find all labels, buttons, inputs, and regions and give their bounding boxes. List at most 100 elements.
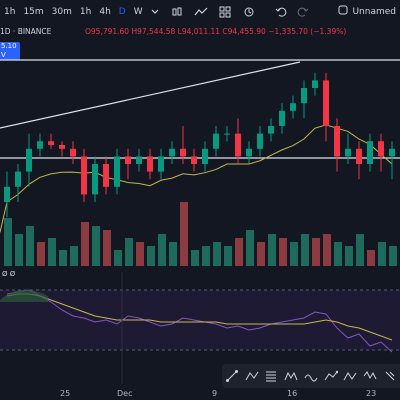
tf-1h-b[interactable]: 1h	[79, 7, 92, 17]
candle-body	[158, 156, 164, 172]
ohlc-high: H97,544.58	[131, 27, 176, 36]
ohlc-low: L94,011.11	[177, 27, 221, 36]
rsi-line	[6, 289, 393, 353]
volume-bar	[15, 234, 23, 266]
x-axis-label: 16	[287, 389, 298, 398]
volume-bar	[257, 242, 265, 266]
price-scale-badge: 5.10 V	[0, 42, 20, 60]
candle-body	[312, 80, 318, 88]
candle-body	[389, 148, 395, 157]
ohlc-close: C94,455.90	[222, 27, 266, 36]
candle-body	[114, 156, 120, 187]
tf-1h[interactable]: 1h	[4, 7, 16, 17]
candle-body	[202, 148, 208, 164]
x-axis-label: Dec	[117, 389, 133, 398]
tf-d[interactable]: D	[118, 7, 126, 17]
candle-body	[191, 156, 197, 164]
candle-body	[15, 171, 21, 187]
x-axis-label: 9	[212, 389, 218, 398]
volume-bar	[323, 234, 331, 266]
measure-tool-icon[interactable]	[381, 367, 399, 385]
volume-bar	[125, 238, 133, 266]
volume-bar	[345, 246, 353, 266]
volume-bar	[389, 246, 397, 266]
indicators-icon[interactable]	[193, 4, 209, 20]
volume-bar	[59, 250, 67, 266]
price-badge-suffix: V	[1, 51, 6, 59]
layouts-icon[interactable]	[217, 4, 233, 20]
symbol-label: 1D · BINANCE	[0, 27, 52, 36]
top-toolbar: 1h 15m 30m 1h 4h D W Unnamed	[0, 0, 400, 24]
candle-body	[4, 186, 10, 202]
candles-icon[interactable]	[169, 4, 185, 20]
volume-bar	[180, 202, 188, 266]
candle-body	[301, 88, 307, 104]
volume-bar	[81, 222, 89, 266]
rsi-fill	[0, 289, 48, 302]
candle-body	[92, 164, 98, 195]
candle-body	[70, 148, 76, 157]
volume-bar	[213, 242, 221, 266]
alert-icon[interactable]	[241, 4, 257, 20]
elliott-tool-icon[interactable]	[361, 367, 379, 385]
candle-body	[59, 145, 65, 149]
candle-body	[169, 148, 175, 157]
fib-tool-icon[interactable]	[262, 367, 280, 385]
tf-30m[interactable]: 30m	[51, 7, 72, 17]
volume-bar	[136, 242, 144, 266]
wave-tool-icon[interactable]	[302, 367, 320, 385]
volume-bar	[268, 234, 276, 266]
candle-body	[180, 148, 186, 157]
undo-icon[interactable]	[273, 4, 289, 20]
candle-body	[136, 156, 142, 164]
tf-4h[interactable]: 4h	[99, 7, 111, 17]
candle-body	[334, 126, 340, 157]
candle-body	[213, 133, 219, 149]
projection-tool-icon[interactable]	[322, 367, 340, 385]
layout-name-box[interactable]: Unnamed	[338, 5, 396, 18]
candle-body	[279, 110, 285, 126]
volume-bar	[334, 242, 342, 266]
candle-body	[48, 141, 54, 145]
volume-bar	[114, 250, 122, 266]
tf-w[interactable]: W	[133, 7, 143, 17]
layout-name: Unnamed	[352, 6, 396, 17]
candle-body	[268, 126, 274, 134]
drawing-toolbar	[222, 364, 400, 388]
ohlc-open: O95,791.60	[85, 27, 130, 36]
candle-body	[125, 156, 131, 164]
candle-body	[290, 103, 296, 111]
candle-body	[147, 156, 153, 172]
candle-body	[81, 156, 87, 195]
candle-body	[246, 148, 252, 157]
trend-line	[0, 61, 301, 129]
x-axis-label: 23	[366, 389, 377, 398]
path-tool-icon[interactable]	[243, 367, 261, 385]
candle-body	[37, 141, 43, 149]
volume-bar	[378, 242, 386, 266]
pattern-tool-icon[interactable]	[282, 367, 300, 385]
candlestick-chart[interactable]	[0, 40, 400, 240]
volume-bar	[103, 230, 111, 266]
volume-bar	[301, 234, 309, 266]
volume-bar	[169, 242, 177, 266]
volume-bar	[312, 238, 320, 266]
signal-line	[6, 293, 393, 341]
candle-body	[257, 133, 263, 149]
ohlc-change: −1,335.70 (−1.39%)	[268, 27, 347, 36]
price-badge-value: 5.10	[1, 42, 17, 50]
rsi-band	[0, 290, 400, 350]
volume-bar	[158, 234, 166, 266]
ohlc-legend: 1D · BINANCE	[0, 27, 51, 36]
indicator-pane[interactable]	[0, 272, 400, 384]
chevron-down-icon[interactable]	[147, 4, 163, 20]
tf-15m[interactable]: 15m	[23, 7, 44, 17]
volume-bar	[37, 242, 45, 266]
volume-bar	[279, 238, 287, 266]
trendline-tool-icon[interactable]	[223, 367, 241, 385]
redo-icon[interactable]	[295, 4, 311, 20]
candle-body	[356, 148, 362, 164]
volume-bar	[4, 218, 12, 266]
candle-body	[103, 164, 109, 187]
abcd-tool-icon[interactable]	[341, 367, 359, 385]
